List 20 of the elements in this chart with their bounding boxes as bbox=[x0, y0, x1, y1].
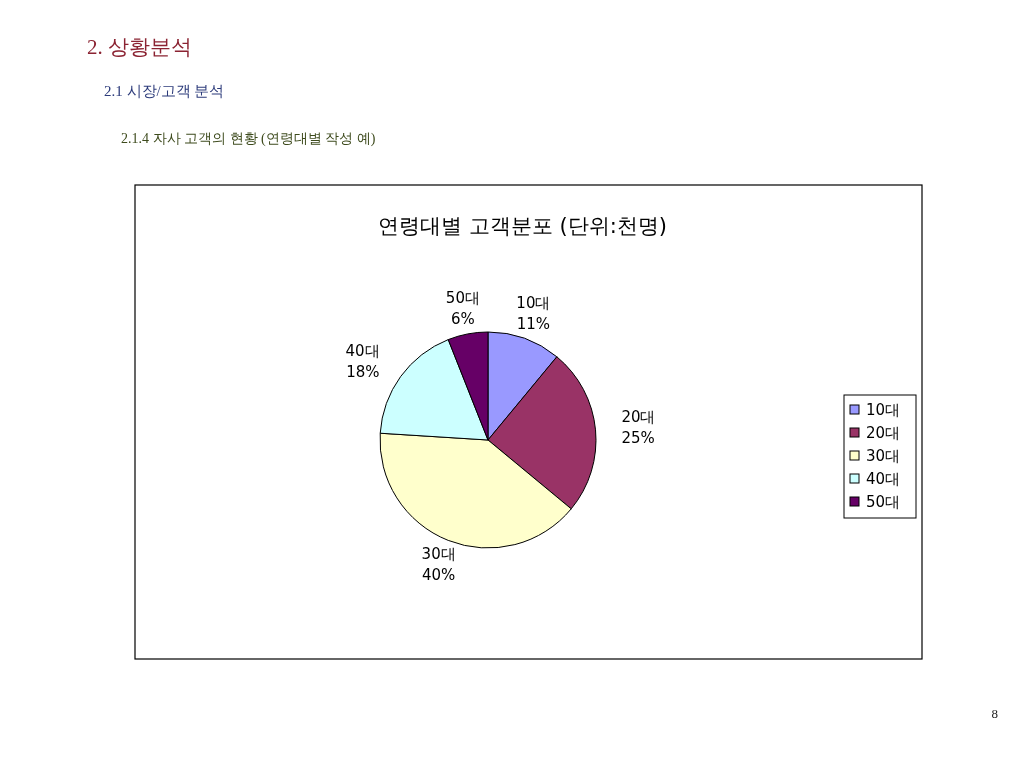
data-label: 18% bbox=[346, 362, 380, 381]
legend-label: 10대 bbox=[866, 401, 901, 419]
chart-title: 연령대별 고객분포 (단위:천명) bbox=[378, 214, 667, 238]
text: 2.1 시장/고객 분석 bbox=[104, 83, 225, 99]
legend-label: 30대 bbox=[866, 447, 901, 465]
text: 2. 상황분석 bbox=[87, 35, 192, 59]
slice-label: 30대 bbox=[421, 545, 456, 564]
data-label: 6% bbox=[450, 309, 475, 328]
slice-label: 20대 bbox=[621, 407, 656, 426]
slice-label: 10대 bbox=[516, 294, 551, 313]
legend-label: 20대 bbox=[866, 424, 901, 442]
data-label: 40% bbox=[422, 566, 456, 585]
text: 8 bbox=[991, 706, 998, 721]
data-label: 25% bbox=[621, 428, 655, 447]
slice-label: 50대 bbox=[445, 288, 480, 307]
legend-label: 50대 bbox=[866, 493, 901, 511]
slice-label: 40대 bbox=[345, 341, 380, 360]
data-label: 11% bbox=[516, 315, 551, 334]
legend-label: 40대 bbox=[866, 470, 901, 488]
text: 2.1.4 자사 고객의 현황 (연령대별 작성 예) bbox=[121, 131, 376, 147]
